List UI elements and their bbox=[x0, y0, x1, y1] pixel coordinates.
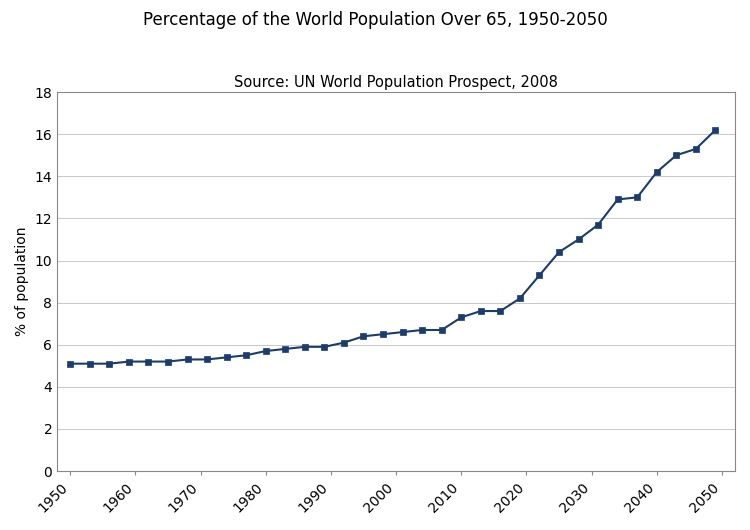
Title: Source: UN World Population Prospect, 2008: Source: UN World Population Prospect, 20… bbox=[234, 75, 558, 90]
Y-axis label: % of population: % of population bbox=[15, 227, 29, 337]
Text: Percentage of the World Population Over 65, 1950-2050: Percentage of the World Population Over … bbox=[142, 11, 608, 29]
